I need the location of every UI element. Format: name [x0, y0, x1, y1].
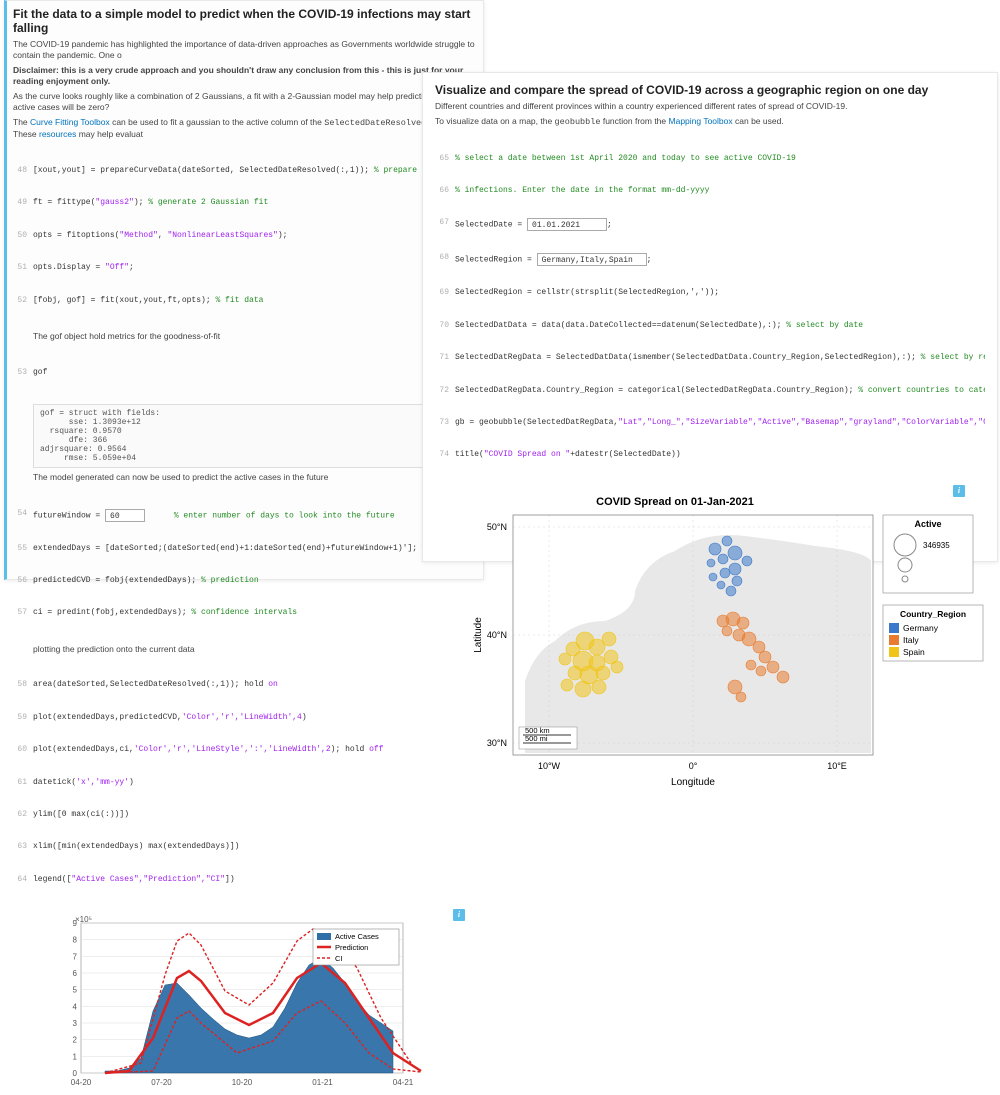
svg-text:Italy: Italy	[903, 635, 919, 645]
selected-region-input[interactable]: Germany,Italy,Spain	[537, 253, 647, 266]
svg-text:Active Cases: Active Cases	[335, 932, 379, 941]
svg-text:Germany: Germany	[903, 623, 939, 633]
svg-text:7: 7	[73, 952, 78, 961]
svg-text:0: 0	[73, 1069, 78, 1078]
svg-text:04-20: 04-20	[71, 1078, 92, 1087]
svg-text:×10⁵: ×10⁵	[75, 915, 92, 924]
right-title: Visualize and compare the spread of COVI…	[435, 83, 985, 97]
right-intro: Different countries and different provin…	[435, 101, 985, 112]
mapping-toolbox-link[interactable]: Mapping Toolbox	[669, 116, 733, 126]
left-intro: The COVID-19 pandemic has highlighted th…	[13, 39, 475, 61]
svg-text:Latitude: Latitude	[473, 617, 484, 653]
svg-text:3: 3	[73, 1019, 78, 1028]
svg-text:1: 1	[73, 1052, 78, 1061]
svg-text:Longitude: Longitude	[671, 777, 715, 788]
code-block-1[interactable]: 48[xout,yout] = prepareCurveData(dateSor…	[13, 144, 475, 328]
geobubble-svg: COVID Spread on 01-Jan-2021 50°N 40°N 30°N 1…	[465, 491, 985, 791]
right-notebook-panel: Visualize and compare the spread of COVI…	[422, 72, 998, 562]
left-notebook-panel: Fit the data to a simple model to predic…	[4, 0, 484, 580]
svg-text:Spain: Spain	[903, 647, 925, 657]
svg-text:40°N: 40°N	[487, 630, 507, 640]
svg-text:30°N: 30°N	[487, 738, 507, 748]
left-p2: As the curve looks roughly like a combin…	[13, 91, 475, 113]
svg-text:346935: 346935	[923, 541, 950, 550]
left-title: Fit the data to a simple model to predic…	[13, 7, 475, 35]
svg-text:04-21: 04-21	[393, 1078, 414, 1087]
prediction-chart: i 0123456789×10⁵04-2007-2010-2001-2104-2…	[53, 913, 475, 1095]
left-p3: The Curve Fitting Toolbox can be used to…	[13, 117, 475, 140]
svg-text:01-21: 01-21	[312, 1078, 333, 1087]
code-line-53[interactable]: 53gof	[13, 346, 475, 400]
left-p5: The model generated can now be used to p…	[33, 472, 475, 483]
left-p4: The gof object hold metrics for the good…	[33, 331, 475, 342]
gof-output: gof = struct with fields: sse: 1.3093e+1…	[33, 404, 475, 468]
svg-text:8: 8	[73, 936, 78, 945]
svg-text:50°N: 50°N	[487, 522, 507, 532]
svg-text:07-20: 07-20	[151, 1078, 172, 1087]
code-block-3[interactable]: 58area(dateSorted,SelectedDateResolved(:…	[13, 659, 475, 907]
svg-text:COVID Spread on 01-Jan-2021: COVID Spread on 01-Jan-2021	[596, 496, 754, 508]
future-window-input[interactable]: 60	[105, 509, 145, 522]
code-block-2[interactable]: 54futureWindow = 60 % enter number of da…	[13, 487, 475, 641]
svg-text:500 mi: 500 mi	[525, 734, 548, 743]
svg-text:Country_Region: Country_Region	[900, 609, 966, 619]
left-p6: plotting the prediction onto the current…	[33, 644, 475, 655]
svg-text:CI: CI	[335, 954, 343, 963]
svg-text:2: 2	[73, 1036, 78, 1045]
svg-text:Active: Active	[914, 519, 941, 529]
left-disclaimer: Disclaimer: this is a very crude approac…	[13, 65, 475, 87]
curve-fitting-link[interactable]: Curve Fitting Toolbox	[30, 117, 110, 127]
svg-text:10-20: 10-20	[232, 1078, 253, 1087]
svg-text:5: 5	[73, 986, 78, 995]
svg-text:10°W: 10°W	[538, 761, 561, 771]
svg-text:6: 6	[73, 969, 78, 978]
right-p2: To visualize data on a map, the geobubbl…	[435, 116, 985, 128]
info-icon[interactable]: i	[453, 909, 465, 921]
resources-link[interactable]: resources	[39, 129, 76, 139]
geobubble-map: i COVID Spread on 01-Jan-202150°N40°N30°…	[465, 491, 985, 793]
svg-text:0°: 0°	[689, 761, 698, 771]
prediction-chart-svg: 0123456789×10⁵04-2007-2010-2001-2104-21A…	[53, 913, 433, 1093]
svg-text:4: 4	[73, 1002, 78, 1011]
selected-date-input[interactable]: 01.01.2021	[527, 218, 607, 231]
svg-text:10°E: 10°E	[827, 761, 847, 771]
code-block-right[interactable]: 65% select a date between 1st April 2020…	[435, 132, 985, 483]
svg-text:Prediction: Prediction	[335, 943, 368, 952]
info-icon[interactable]: i	[953, 485, 965, 497]
